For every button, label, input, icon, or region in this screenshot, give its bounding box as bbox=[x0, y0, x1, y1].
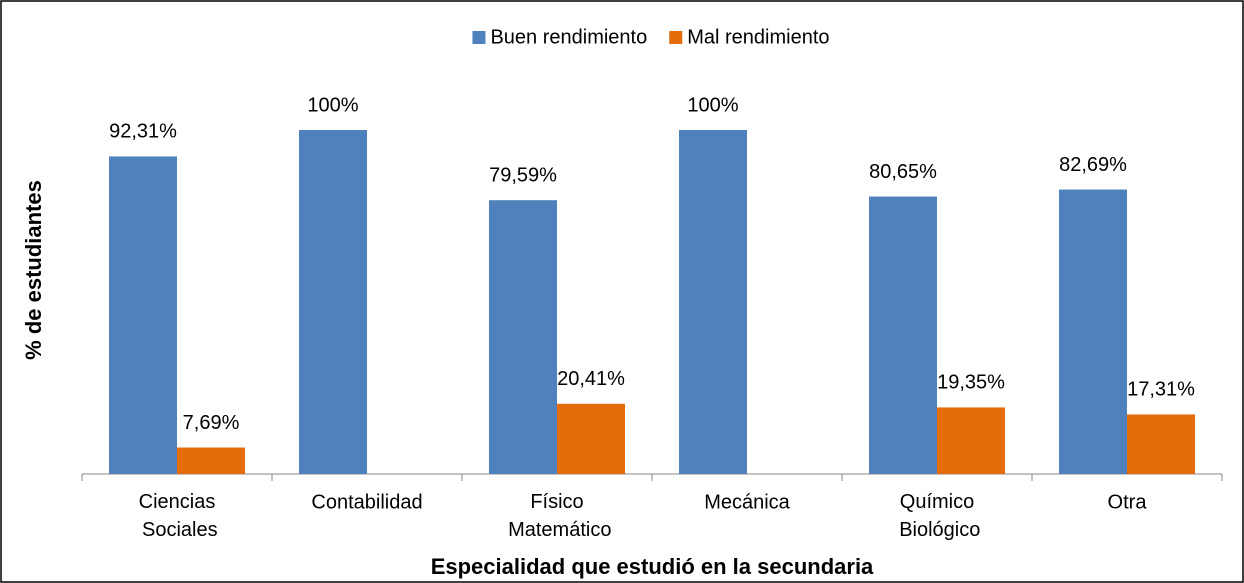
x-tick-label: Ciencias Sociales bbox=[136, 491, 217, 541]
value-label: 80,65% bbox=[869, 161, 937, 183]
value-label: 19,35% bbox=[937, 372, 1005, 394]
x-tick-label: Otra bbox=[1108, 491, 1148, 513]
bar bbox=[937, 407, 1005, 474]
value-label: 7,69% bbox=[183, 412, 240, 434]
bar bbox=[177, 447, 245, 474]
bar bbox=[1127, 414, 1195, 474]
x-tick-label: Físico Matemático bbox=[503, 491, 612, 541]
bar bbox=[109, 156, 177, 474]
value-label: 17,31% bbox=[1127, 379, 1195, 401]
bar bbox=[557, 403, 625, 474]
legend-swatch bbox=[472, 31, 486, 44]
bar bbox=[679, 130, 747, 474]
legend-label: Mal rendimiento bbox=[687, 26, 829, 48]
bar bbox=[299, 130, 367, 474]
value-label: 82,69% bbox=[1059, 154, 1127, 176]
y-axis-title: % de estudiantes bbox=[21, 180, 46, 360]
value-label: 79,59% bbox=[489, 164, 557, 186]
bar bbox=[869, 196, 937, 474]
bar bbox=[1059, 189, 1127, 475]
value-label: 100% bbox=[307, 94, 358, 116]
x-tick-label: Mecánica bbox=[704, 491, 790, 513]
value-label: 92,31% bbox=[109, 121, 177, 143]
legend-label: Buen rendimiento bbox=[490, 26, 647, 48]
bar bbox=[489, 200, 557, 475]
value-label: 100% bbox=[687, 94, 738, 116]
legend-swatch bbox=[669, 31, 683, 44]
x-tick-label: Químico Biológico bbox=[894, 491, 981, 541]
x-tick-label: Contabilidad bbox=[311, 491, 422, 513]
x-axis-title: Especialidad que estudió en la secundari… bbox=[431, 554, 874, 579]
value-label: 20,41% bbox=[557, 368, 625, 390]
